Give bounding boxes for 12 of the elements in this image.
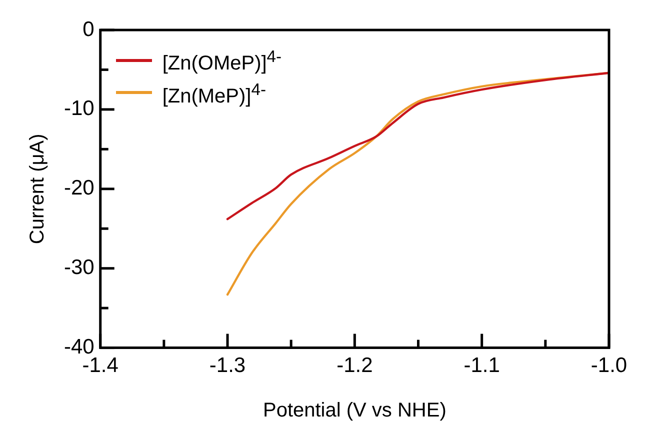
y-axis-title: Current (μA)	[26, 134, 49, 244]
x-tick-label: -1.3	[209, 354, 246, 378]
y-tick-label: 0	[82, 18, 94, 41]
x-tick-label: -1.1	[464, 354, 500, 378]
x-tick-label: -1.0	[590, 354, 628, 378]
legend-label: [Zn(MeP)]$^{4-}$	[162, 78, 266, 110]
y-tick-label: -30	[64, 256, 94, 280]
y-tick-label: -10	[64, 97, 94, 120]
x-axis-title: Potential (V vs NHE)	[262, 400, 446, 422]
x-tick-label: -1.2	[336, 354, 373, 378]
legend-label: [Zn(OMeP)]$^{4-}$	[162, 46, 282, 77]
y-tick-label: -20	[64, 176, 94, 200]
